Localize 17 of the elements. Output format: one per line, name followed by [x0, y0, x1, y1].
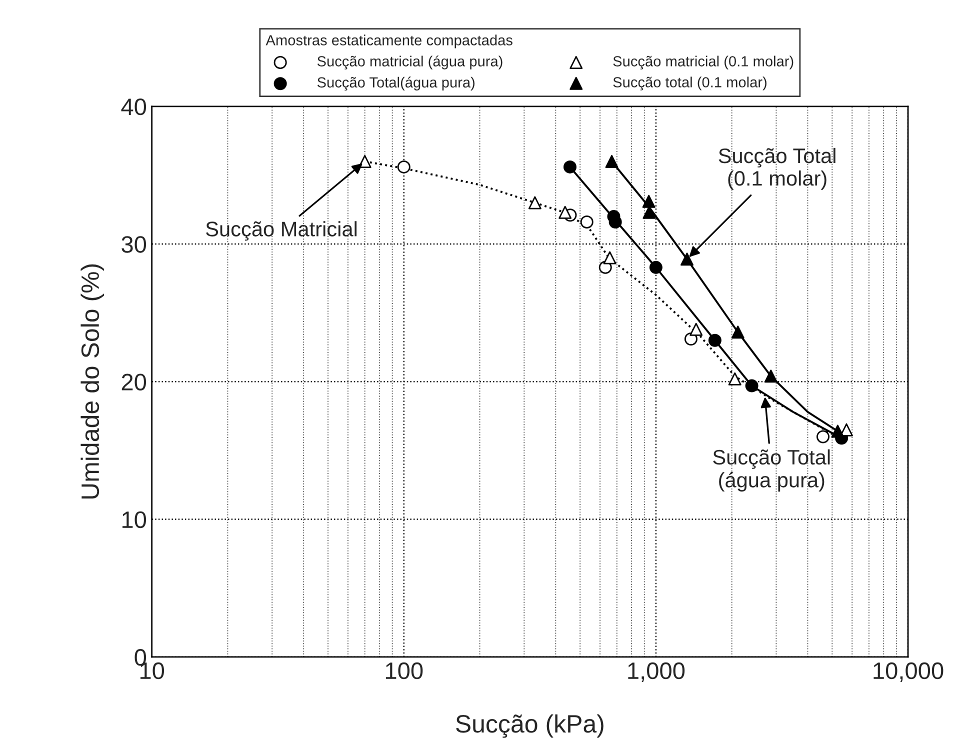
y-axis-title: Umidade do Solo (%): [80, 264, 104, 499]
y-tick-label: 30: [122, 236, 146, 253]
annotation: Sucção Total (água pura): [713, 449, 830, 492]
y-tick-label: 40: [121, 98, 146, 116]
legend-label: Sucção matricial (água pura): [317, 56, 502, 70]
annotation: Sucção Total (0.1 molar): [718, 148, 836, 190]
x-tick-label: 100: [386, 662, 423, 680]
annotation: Sucção Matricial: [206, 221, 357, 241]
y-tick-label: 20: [122, 374, 146, 390]
legend-label: Sucção Total(água pura): [317, 76, 475, 91]
legend-label: Sucção total (0.1 molar): [613, 76, 766, 90]
x-tick-label: 10,000: [874, 662, 944, 682]
legend-title: Amostras estaticamente compactadas: [266, 34, 512, 48]
legend-label: Sucção matricial (0.1 molar): [613, 56, 794, 70]
y-tick-label: 10: [122, 511, 146, 528]
x-tick-label: 1,000: [628, 662, 685, 682]
x-axis-title: Sucção (kPa): [456, 714, 604, 738]
